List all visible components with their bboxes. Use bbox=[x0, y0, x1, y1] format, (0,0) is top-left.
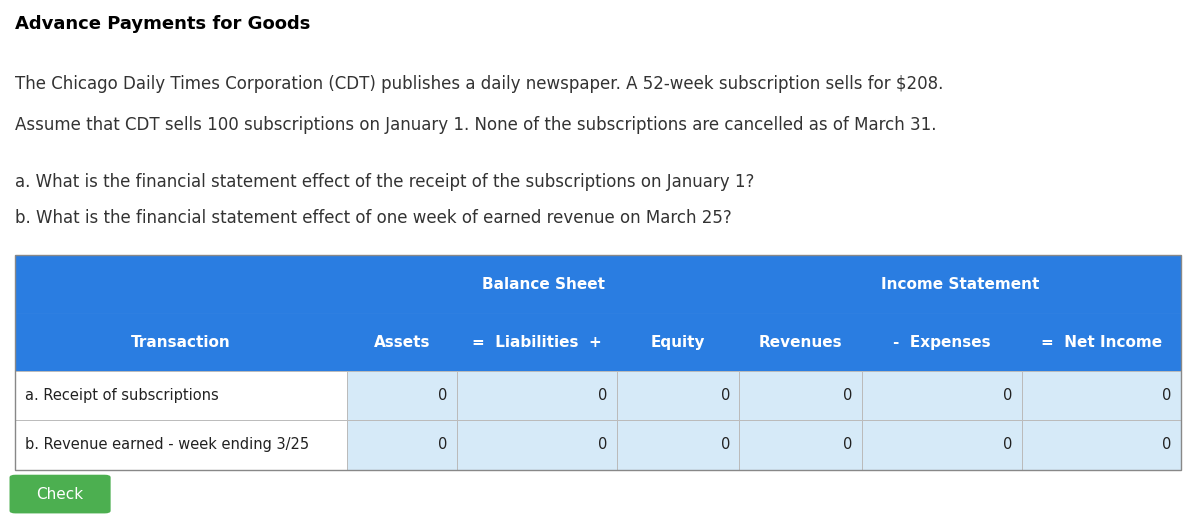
Text: b. What is the financial statement effect of one week of earned revenue on March: b. What is the financial statement effec… bbox=[16, 209, 732, 227]
Text: The Chicago Daily Times Corporation (CDT) publishes a daily newspaper. A 52-week: The Chicago Daily Times Corporation (CDT… bbox=[16, 75, 944, 93]
FancyBboxPatch shape bbox=[617, 371, 739, 421]
Text: Equity: Equity bbox=[650, 335, 706, 350]
FancyBboxPatch shape bbox=[10, 475, 110, 513]
Text: 0: 0 bbox=[1003, 438, 1012, 453]
FancyBboxPatch shape bbox=[1021, 421, 1181, 470]
Text: 0: 0 bbox=[598, 388, 607, 403]
Text: 0: 0 bbox=[438, 438, 448, 453]
Text: =  Liabilities  +: = Liabilities + bbox=[472, 335, 602, 350]
FancyBboxPatch shape bbox=[1021, 371, 1181, 421]
FancyBboxPatch shape bbox=[617, 421, 739, 470]
Text: Advance Payments for Goods: Advance Payments for Goods bbox=[16, 15, 311, 34]
Text: 0: 0 bbox=[720, 438, 730, 453]
Text: Transaction: Transaction bbox=[131, 335, 230, 350]
FancyBboxPatch shape bbox=[347, 371, 457, 421]
FancyBboxPatch shape bbox=[347, 421, 457, 470]
Text: Check: Check bbox=[36, 487, 84, 502]
FancyBboxPatch shape bbox=[862, 371, 1021, 421]
FancyBboxPatch shape bbox=[16, 313, 1181, 371]
FancyBboxPatch shape bbox=[16, 255, 1181, 313]
FancyBboxPatch shape bbox=[457, 371, 617, 421]
Text: 0: 0 bbox=[1003, 388, 1012, 403]
Text: =  Net Income: = Net Income bbox=[1040, 335, 1162, 350]
Text: Balance Sheet: Balance Sheet bbox=[481, 277, 605, 292]
Text: 0: 0 bbox=[720, 388, 730, 403]
FancyBboxPatch shape bbox=[16, 421, 347, 470]
FancyBboxPatch shape bbox=[457, 421, 617, 470]
FancyBboxPatch shape bbox=[16, 371, 347, 421]
Text: 0: 0 bbox=[598, 438, 607, 453]
Text: b. Revenue earned - week ending 3/25: b. Revenue earned - week ending 3/25 bbox=[25, 438, 310, 453]
FancyBboxPatch shape bbox=[739, 371, 862, 421]
Text: -  Expenses: - Expenses bbox=[893, 335, 991, 350]
Text: Assets: Assets bbox=[373, 335, 431, 350]
FancyBboxPatch shape bbox=[739, 421, 862, 470]
Text: Assume that CDT sells 100 subscriptions on January 1. None of the subscriptions : Assume that CDT sells 100 subscriptions … bbox=[16, 116, 937, 134]
Text: Income Statement: Income Statement bbox=[881, 277, 1039, 292]
Text: Revenues: Revenues bbox=[758, 335, 842, 350]
FancyBboxPatch shape bbox=[862, 421, 1021, 470]
Text: 0: 0 bbox=[438, 388, 448, 403]
Text: a. What is the financial statement effect of the receipt of the subscriptions on: a. What is the financial statement effec… bbox=[16, 173, 755, 191]
Text: a. Receipt of subscriptions: a. Receipt of subscriptions bbox=[25, 388, 218, 403]
Text: 0: 0 bbox=[844, 388, 853, 403]
Text: 0: 0 bbox=[1163, 438, 1171, 453]
Text: 0: 0 bbox=[1163, 388, 1171, 403]
Text: 0: 0 bbox=[844, 438, 853, 453]
